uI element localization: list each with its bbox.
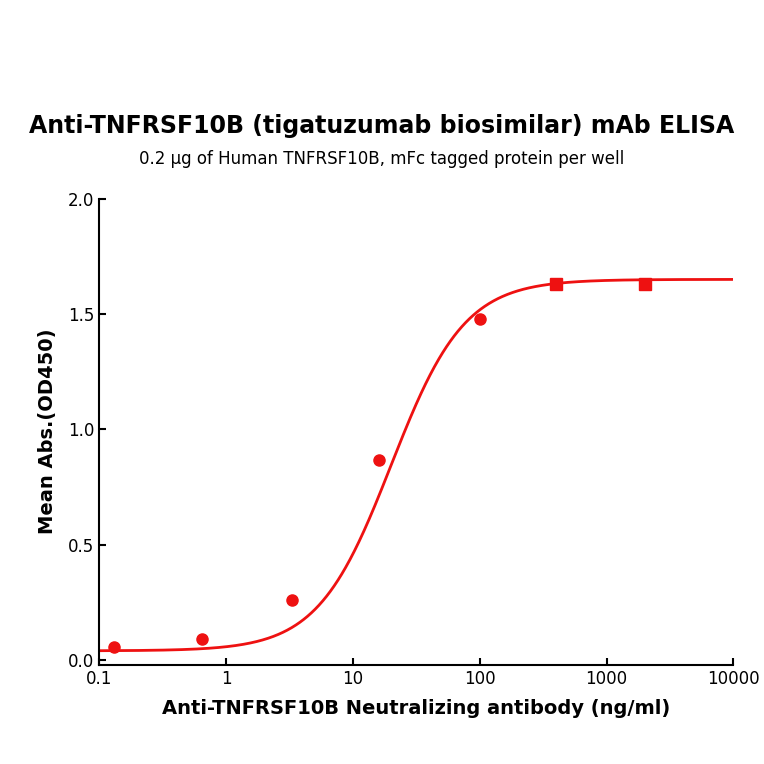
Text: Anti-TNFRSF10B (tigatuzumab biosimilar) mAb ELISA: Anti-TNFRSF10B (tigatuzumab biosimilar) … [29,114,735,138]
X-axis label: Anti-TNFRSF10B Neutralizing antibody (ng/ml): Anti-TNFRSF10B Neutralizing antibody (ng… [162,698,671,717]
Y-axis label: Mean Abs.(OD450): Mean Abs.(OD450) [38,329,57,534]
Text: 0.2 μg of Human TNFRSF10B, mFc tagged protein per well: 0.2 μg of Human TNFRSF10B, mFc tagged pr… [139,150,625,168]
